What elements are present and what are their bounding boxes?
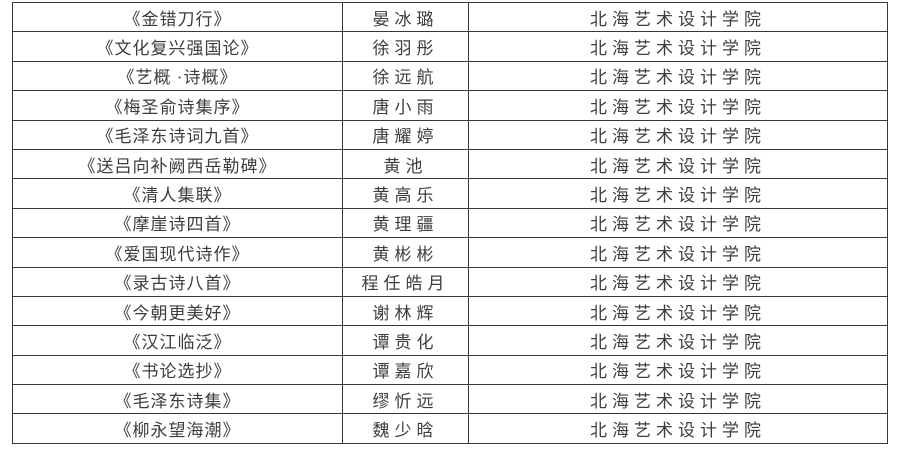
institution-cell: 北海艺术设计学院	[468, 1, 888, 33]
table-row: 《摩崖诗四首》 黄理疆 北海艺术设计学院	[12, 207, 888, 239]
work-title-cell: 《柳永望海潮》	[12, 413, 343, 444]
table-row: 《录古诗八首》 程任皓月 北海艺术设计学院	[12, 266, 888, 297]
institution-cell: 北海艺术设计学院	[468, 60, 888, 92]
table-row: 《今朝更美好》 谢林辉 北海艺术设计学院	[12, 295, 888, 327]
institution-cell: 北海艺术设计学院	[468, 325, 888, 356]
work-title-cell: 《金错刀行》	[12, 1, 343, 33]
work-title-cell: 《今朝更美好》	[12, 295, 343, 327]
person-name-cell: 谢林辉	[342, 295, 469, 327]
institution-cell: 北海艺术设计学院	[468, 384, 888, 415]
person-name-cell: 黄高乐	[342, 178, 469, 209]
work-title-cell: 《汉江临泛》	[12, 325, 343, 356]
work-title-cell: 《艺概 ·诗概》	[12, 60, 343, 92]
institution-cell: 北海艺术设计学院	[468, 354, 888, 386]
work-title-cell: 《清人集联》	[12, 178, 343, 209]
table-row: 《书论选抄》 谭嘉欣 北海艺术设计学院	[12, 354, 888, 386]
table-row: 《毛泽东诗词九首》 唐耀婷 北海艺术设计学院	[12, 119, 888, 150]
table-row: 《金错刀行》 晏冰璐 北海艺术设计学院	[12, 1, 888, 33]
work-title-cell: 《录古诗八首》	[12, 266, 343, 297]
person-name-cell: 黄彬彬	[342, 237, 469, 268]
person-name-cell: 黄池	[342, 148, 469, 180]
institution-cell: 北海艺术设计学院	[468, 207, 888, 239]
work-title-cell: 《爱国现代诗作》	[12, 237, 343, 268]
person-name-cell: 唐小雨	[342, 90, 469, 121]
work-title-cell: 《毛泽东诗集》	[12, 384, 343, 415]
person-name-cell: 晏冰璐	[342, 1, 469, 33]
person-name-cell: 徐羽彤	[342, 31, 469, 62]
institution-cell: 北海艺术设计学院	[468, 90, 888, 121]
institution-cell: 北海艺术设计学院	[468, 237, 888, 268]
person-name-cell: 唐耀婷	[342, 119, 469, 150]
table-row: 《毛泽东诗集》 缪忻远 北海艺术设计学院	[12, 384, 888, 415]
person-name-cell: 徐远航	[342, 60, 469, 92]
table-row: 《送吕向补阙西岳勒碑》 黄池 北海艺术设计学院	[12, 148, 888, 180]
table-row: 《爱国现代诗作》 黄彬彬 北海艺术设计学院	[12, 237, 888, 268]
work-title-cell: 《文化复兴强国论》	[12, 31, 343, 62]
table-row: 《汉江临泛》 谭贵化 北海艺术设计学院	[12, 325, 888, 356]
institution-cell: 北海艺术设计学院	[468, 178, 888, 209]
person-name-cell: 谭贵化	[342, 325, 469, 356]
works-table-body: 《金错刀行》 晏冰璐 北海艺术设计学院 《文化复兴强国论》 徐羽彤 北海艺术设计…	[12, 1, 888, 444]
table-row: 《清人集联》 黄高乐 北海艺术设计学院	[12, 178, 888, 209]
work-title-cell: 《摩崖诗四首》	[12, 207, 343, 239]
institution-cell: 北海艺术设计学院	[468, 295, 888, 327]
institution-cell: 北海艺术设计学院	[468, 119, 888, 150]
institution-cell: 北海艺术设计学院	[468, 31, 888, 62]
table-row: 《文化复兴强国论》 徐羽彤 北海艺术设计学院	[12, 31, 888, 62]
table-row: 《梅圣俞诗集序》 唐小雨 北海艺术设计学院	[12, 90, 888, 121]
institution-cell: 北海艺术设计学院	[468, 413, 888, 444]
institution-cell: 北海艺术设计学院	[468, 148, 888, 180]
works-table: 《金错刀行》 晏冰璐 北海艺术设计学院 《文化复兴强国论》 徐羽彤 北海艺术设计…	[12, 1, 888, 444]
person-name-cell: 程任皓月	[342, 266, 469, 297]
work-title-cell: 《毛泽东诗词九首》	[12, 119, 343, 150]
work-title-cell: 《书论选抄》	[12, 354, 343, 386]
person-name-cell: 黄理疆	[342, 207, 469, 239]
person-name-cell: 缪忻远	[342, 384, 469, 415]
person-name-cell: 魏少晗	[342, 413, 469, 444]
person-name-cell: 谭嘉欣	[342, 354, 469, 386]
table-row: 《柳永望海潮》 魏少晗 北海艺术设计学院	[12, 413, 888, 444]
table-row: 《艺概 ·诗概》 徐远航 北海艺术设计学院	[12, 60, 888, 92]
work-title-cell: 《梅圣俞诗集序》	[12, 90, 343, 121]
institution-cell: 北海艺术设计学院	[468, 266, 888, 297]
work-title-cell: 《送吕向补阙西岳勒碑》	[12, 148, 343, 180]
